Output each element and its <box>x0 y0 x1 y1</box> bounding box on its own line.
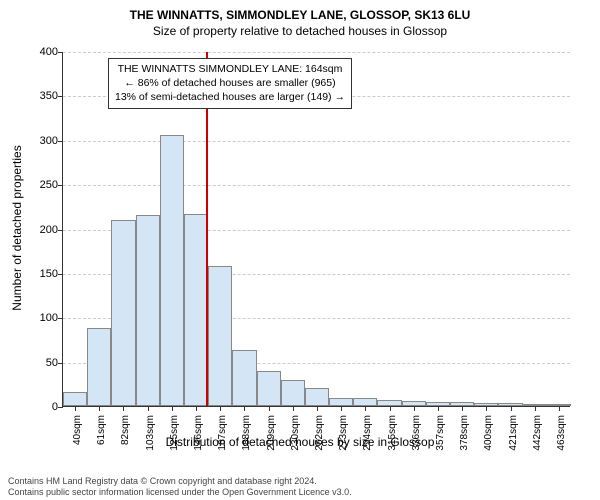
histogram-bar <box>257 371 281 407</box>
gridline <box>63 141 570 142</box>
xtick-mark <box>196 406 197 411</box>
xtick-mark <box>244 406 245 411</box>
ytick-mark <box>58 52 63 53</box>
ytick-mark <box>58 318 63 319</box>
xtick-mark <box>390 406 391 411</box>
gridline <box>63 52 570 53</box>
ytick-mark <box>58 363 63 364</box>
ytick-label: 0 <box>28 401 58 413</box>
histogram-bar <box>232 350 256 406</box>
ytick-mark <box>58 141 63 142</box>
xtick-mark <box>438 406 439 411</box>
chart-title-2: Size of property relative to detached ho… <box>0 24 600 38</box>
ytick-label: 100 <box>28 312 58 324</box>
histogram-bar <box>329 398 353 406</box>
annotation-box: THE WINNATTS SIMMONDLEY LANE: 164sqm ← 8… <box>108 58 352 109</box>
ytick-mark <box>58 230 63 231</box>
xtick-mark <box>220 406 221 411</box>
footer-line2: Contains public sector information licen… <box>8 487 352 498</box>
xtick-mark <box>341 406 342 411</box>
histogram-bar <box>184 214 208 406</box>
y-axis-label: Number of detached properties <box>10 145 24 310</box>
chart-container: THE WINNATTS, SIMMONDLEY LANE, GLOSSOP, … <box>0 8 600 463</box>
ytick-label: 350 <box>28 90 58 102</box>
histogram-bar <box>63 392 87 406</box>
xtick-mark <box>317 406 318 411</box>
x-axis-label: Distribution of detached houses by size … <box>0 435 600 449</box>
ytick-label: 400 <box>28 46 58 58</box>
xtick-mark <box>414 406 415 411</box>
xtick-mark <box>148 406 149 411</box>
xtick-mark <box>293 406 294 411</box>
footer: Contains HM Land Registry data © Crown c… <box>8 476 352 498</box>
xtick-mark <box>511 406 512 411</box>
xtick-mark <box>559 406 560 411</box>
annotation-line1: THE WINNATTS SIMMONDLEY LANE: 164sqm <box>115 62 345 76</box>
histogram-bar <box>281 380 305 406</box>
ytick-label: 150 <box>28 268 58 280</box>
ytick-mark <box>58 185 63 186</box>
xtick-mark <box>172 406 173 411</box>
ytick-label: 200 <box>28 224 58 236</box>
histogram-bar <box>208 266 232 406</box>
histogram-bar <box>160 135 184 406</box>
xtick-mark <box>365 406 366 411</box>
chart-title-1: THE WINNATTS, SIMMONDLEY LANE, GLOSSOP, … <box>0 8 600 22</box>
xtick-mark <box>269 406 270 411</box>
ytick-label: 300 <box>28 135 58 147</box>
ytick-label: 50 <box>28 357 58 369</box>
annotation-line2: ← 86% of detached houses are smaller (96… <box>115 76 345 90</box>
xtick-mark <box>462 406 463 411</box>
histogram-bar <box>305 388 329 406</box>
xtick-mark <box>75 406 76 411</box>
ytick-label: 250 <box>28 179 58 191</box>
histogram-bar <box>87 328 111 406</box>
xtick-mark <box>99 406 100 411</box>
xtick-mark <box>123 406 124 411</box>
footer-line1: Contains HM Land Registry data © Crown c… <box>8 476 352 487</box>
histogram-bar <box>136 215 160 406</box>
histogram-bar <box>353 398 377 406</box>
xtick-mark <box>535 406 536 411</box>
ytick-mark <box>58 274 63 275</box>
annotation-line3: 13% of semi-detached houses are larger (… <box>115 90 345 104</box>
gridline <box>63 185 570 186</box>
ytick-mark <box>58 96 63 97</box>
histogram-bar <box>111 220 135 406</box>
xtick-mark <box>486 406 487 411</box>
ytick-mark <box>58 407 63 408</box>
